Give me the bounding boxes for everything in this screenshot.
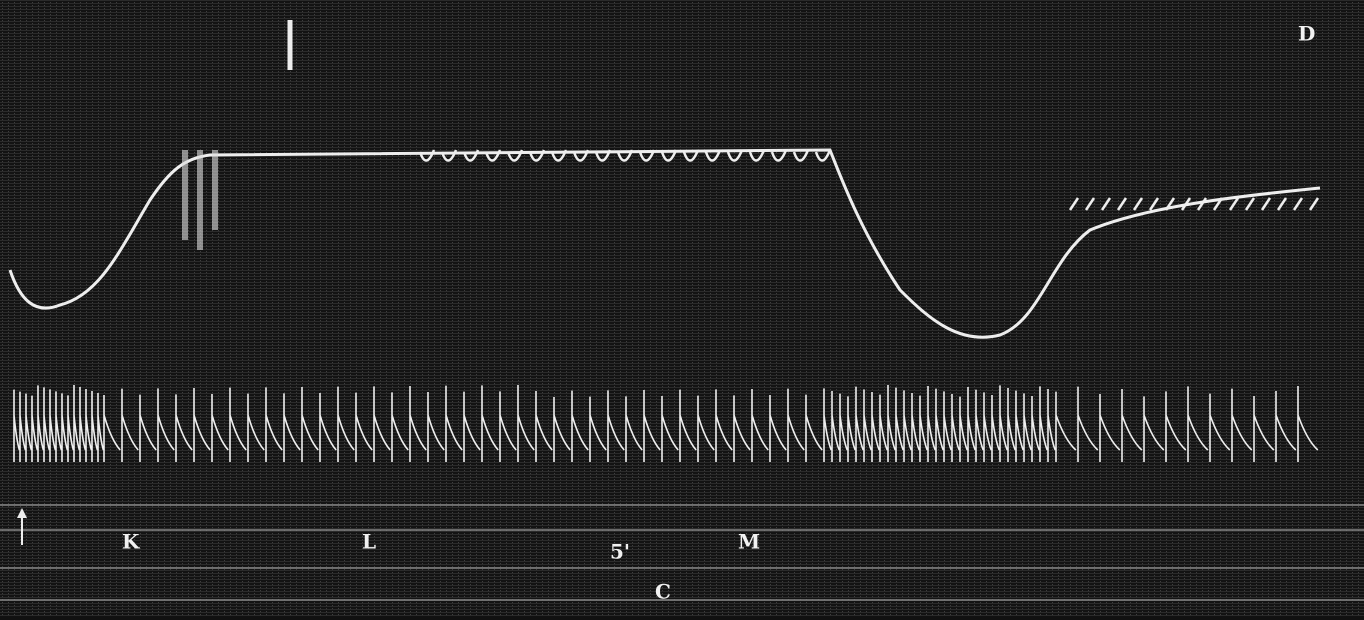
kymograph-record: D K L 5' M C <box>0 0 1364 616</box>
marker-label: C <box>655 580 671 604</box>
page: D K L 5' M C (() => { const data = JSON.… <box>0 0 1364 616</box>
time-label: 5' <box>610 540 630 564</box>
marker-label: D <box>1298 22 1315 46</box>
shade <box>0 0 1364 616</box>
marker-label: K <box>122 530 140 554</box>
marker-label: L <box>362 530 376 554</box>
marker-label: M <box>738 530 760 554</box>
